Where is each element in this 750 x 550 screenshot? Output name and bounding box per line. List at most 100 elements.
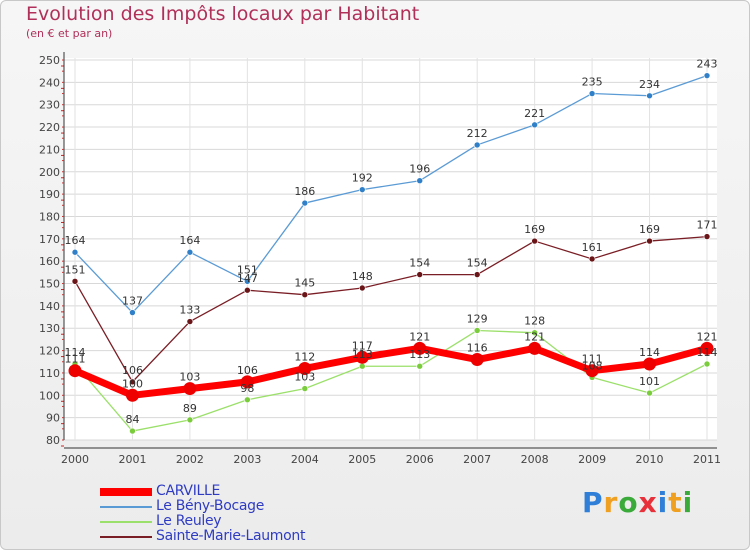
data-label: 128 (524, 315, 545, 328)
data-point (244, 286, 251, 294)
chart-subtitle: (en € et par an) (26, 27, 113, 40)
y-tick-label: 120 (39, 345, 60, 358)
data-label: 196 (409, 163, 430, 176)
x-tick-label: 2004 (291, 453, 319, 466)
x-tick-label: 2008 (521, 453, 549, 466)
data-label: 148 (352, 270, 373, 283)
y-tick-label: 150 (39, 278, 60, 291)
data-point (129, 378, 136, 386)
y-tick-label: 140 (39, 300, 60, 313)
data-point (301, 199, 309, 207)
data-label: 103 (179, 371, 200, 384)
data-point (183, 382, 197, 396)
data-label: 84 (125, 413, 139, 426)
legend-swatch (100, 521, 152, 523)
legend-label: CARVILLE (156, 483, 221, 499)
data-label: 101 (639, 375, 660, 388)
y-tick-label: 220 (39, 121, 60, 134)
data-label: 151 (237, 263, 258, 276)
data-point (585, 364, 599, 378)
data-label: 186 (294, 185, 315, 198)
data-point (301, 291, 309, 299)
series-line-carville (73, 344, 708, 399)
data-label: 106 (122, 364, 143, 377)
data-label: 212 (467, 127, 488, 140)
data-point (703, 233, 711, 240)
logo-letter: x (638, 486, 658, 519)
data-point (528, 341, 542, 355)
data-point (531, 329, 538, 337)
chart-title: Evolution des Impôts locaux par Habitant (26, 3, 420, 25)
y-tick-label: 200 (39, 166, 60, 179)
y-tick-label: 160 (39, 255, 60, 268)
data-label: 113 (409, 348, 430, 361)
data-label: 112 (294, 350, 315, 363)
x-tick-label: 2009 (578, 453, 606, 466)
data-label: 151 (65, 263, 86, 276)
logo-letter: t (668, 486, 683, 519)
data-label: 221 (524, 107, 545, 120)
legend-label: Le Bény-Bocage (156, 498, 265, 514)
data-label: 145 (294, 277, 315, 290)
data-point (71, 277, 79, 285)
data-label: 154 (409, 257, 430, 270)
data-label: 121 (524, 330, 545, 343)
data-label: 154 (467, 257, 488, 270)
data-point (416, 177, 424, 185)
x-tick-label: 2007 (463, 453, 491, 466)
data-point (358, 284, 366, 292)
proxiti-logo: Proxiti (582, 486, 693, 519)
y-tick-label: 80 (46, 434, 60, 447)
data-point (473, 327, 481, 334)
data-point (129, 309, 136, 316)
data-label: 171 (697, 219, 718, 232)
data-label: 164 (179, 234, 200, 247)
data-label: 243 (697, 58, 718, 71)
data-point (703, 360, 711, 368)
data-point (703, 72, 711, 79)
y-tick-label: 210 (39, 143, 60, 156)
y-tick-label: 240 (39, 76, 60, 89)
data-point (301, 385, 309, 392)
data-point (413, 341, 427, 355)
data-point (646, 389, 653, 397)
data-label: 114 (697, 346, 718, 359)
data-point (358, 362, 366, 370)
y-tick-label: 230 (39, 99, 60, 112)
data-label: 117 (352, 339, 373, 352)
x-tick-label: 2000 (61, 453, 89, 466)
x-tick-label: 2006 (406, 453, 434, 466)
y-tick-label: 110 (39, 367, 60, 380)
data-point (473, 271, 481, 278)
data-point (588, 255, 596, 263)
data-point (240, 375, 254, 389)
data-point (358, 186, 366, 193)
data-label: 111 (582, 353, 603, 366)
legend-swatch (100, 488, 152, 496)
series-line-sainte-marie-laumont (74, 235, 708, 383)
data-point (700, 341, 714, 355)
x-tick-label: 2003 (233, 453, 261, 466)
data-point (643, 357, 657, 371)
data-label: 114 (639, 346, 660, 359)
data-point (646, 237, 653, 245)
data-label: 113 (352, 348, 373, 361)
data-point (416, 362, 424, 370)
y-tick-label: 130 (39, 322, 60, 335)
y-tick-label: 190 (39, 188, 60, 201)
data-point (244, 396, 251, 404)
data-point (71, 248, 79, 256)
logo-letter: P (582, 486, 604, 519)
legend-label: Sainte-Marie-Laumont (156, 528, 306, 544)
x-tick-label: 2005 (348, 453, 376, 466)
legend-swatch (100, 536, 152, 538)
data-label: 103 (294, 371, 315, 384)
data-label: 147 (237, 272, 258, 285)
data-label: 169 (524, 223, 545, 236)
data-label: 89 (183, 402, 197, 415)
data-label: 192 (352, 172, 373, 185)
data-label: 133 (179, 304, 200, 317)
data-label: 106 (237, 364, 258, 377)
data-label: 121 (697, 330, 718, 343)
